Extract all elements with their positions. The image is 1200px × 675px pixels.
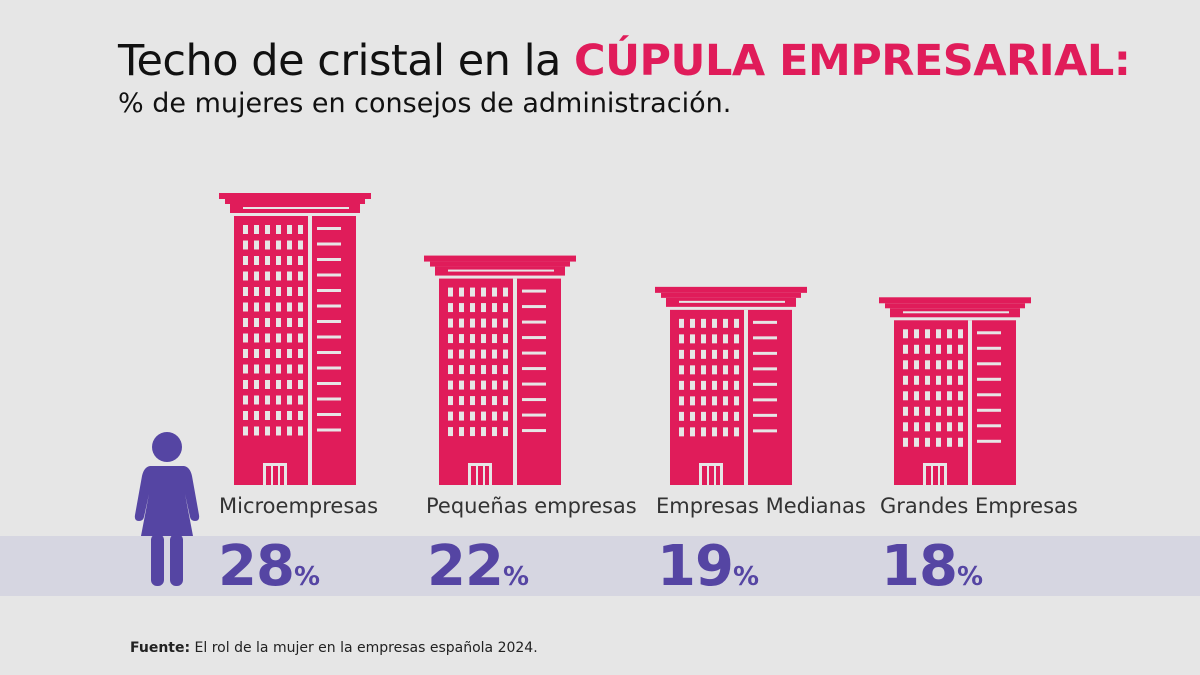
building-bar-empresas-medianas bbox=[655, 286, 807, 485]
percent-band bbox=[0, 536, 1200, 596]
title-plain: Techo de cristal en la bbox=[118, 36, 575, 86]
value-suffix: % bbox=[732, 562, 759, 592]
value-suffix: % bbox=[502, 562, 529, 592]
category-label-grandes-empresas: Grandes Empresas bbox=[880, 494, 1078, 518]
source-text: El rol de la mujer en la empresas españo… bbox=[190, 640, 538, 656]
building-bar-pequenas-empresas bbox=[424, 255, 576, 485]
value-number: 18 bbox=[881, 534, 958, 599]
value-number: 19 bbox=[657, 534, 734, 599]
building-bar-microempresas bbox=[219, 193, 371, 485]
chart-subtitle: % de mujeres en consejos de administraci… bbox=[118, 88, 732, 119]
value-label-grandes-empresas: 18% bbox=[881, 534, 983, 599]
value-label-microempresas: 28% bbox=[218, 534, 320, 599]
value-suffix: % bbox=[293, 562, 320, 592]
source-note: Fuente: El rol de la mujer en la empresa… bbox=[130, 640, 538, 656]
woman-figure-icon bbox=[134, 432, 200, 586]
value-number: 28 bbox=[218, 534, 295, 599]
building-bar-grandes-empresas bbox=[879, 297, 1031, 485]
category-label-empresas-medianas: Empresas Medianas bbox=[656, 494, 866, 518]
chart-title: Techo de cristal en la CÚPULA EMPRESARIA… bbox=[118, 36, 1131, 86]
category-label-pequenas-empresas: Pequeñas empresas bbox=[426, 494, 637, 518]
value-label-pequenas-empresas: 22% bbox=[427, 534, 529, 599]
source-label: Fuente: bbox=[130, 640, 191, 656]
value-suffix: % bbox=[956, 562, 983, 592]
value-label-empresas-medianas: 19% bbox=[657, 534, 759, 599]
category-label-microempresas: Microempresas bbox=[219, 494, 379, 518]
value-number: 22 bbox=[427, 534, 504, 599]
title-accent: CÚPULA EMPRESARIAL: bbox=[574, 36, 1131, 86]
